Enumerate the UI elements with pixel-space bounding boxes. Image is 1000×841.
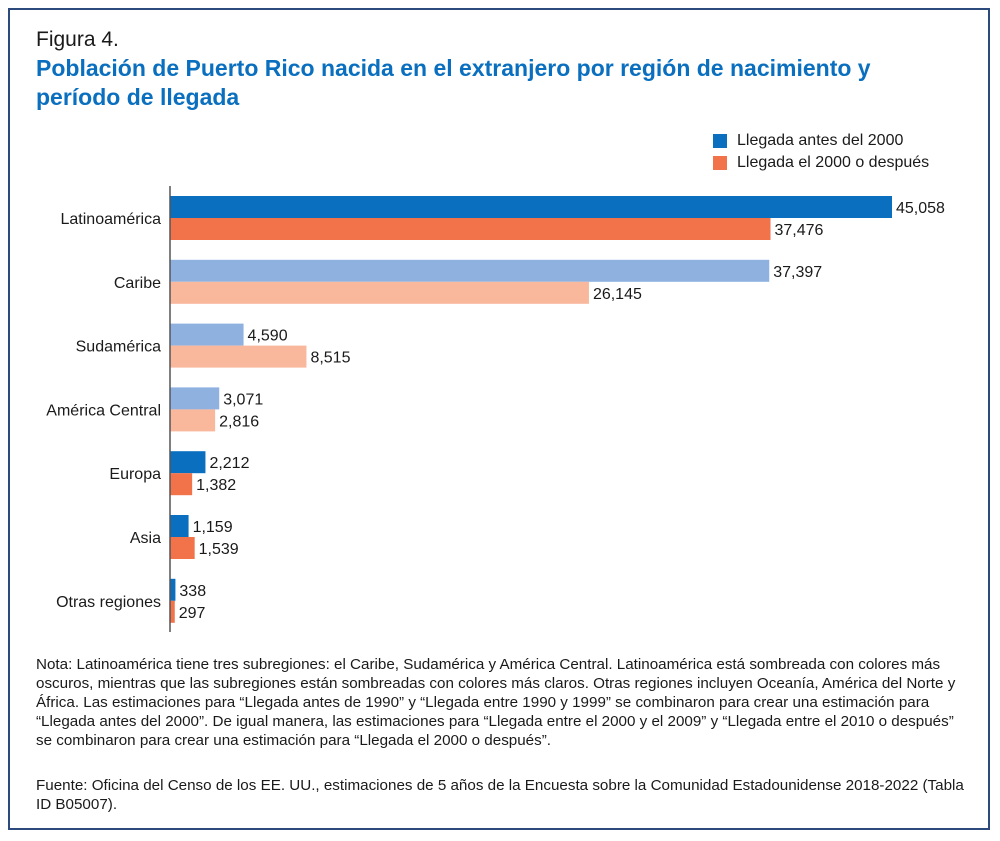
value-label-europa-2000-after: 1,382 xyxy=(196,477,236,494)
bar-caribe-2000-after xyxy=(170,281,589,304)
value-label-asia-before-2000: 1,159 xyxy=(193,519,233,536)
legend-item-before-2000: Llegada antes del 2000 xyxy=(713,130,929,152)
value-label-sudamerica-before-2000: 4,590 xyxy=(248,328,288,345)
legend-label-before-2000: Llegada antes del 2000 xyxy=(737,132,904,149)
bar-america-central-before-2000 xyxy=(170,387,220,410)
bar-otras-regiones-2000-after xyxy=(170,600,175,623)
value-label-latinoamerica-before-2000: 45,058 xyxy=(896,200,945,217)
category-label-europa: Europa xyxy=(109,466,161,483)
bar-europa-before-2000 xyxy=(170,451,206,474)
category-label-caribe: Caribe xyxy=(114,275,161,292)
value-label-caribe-2000-after: 26,145 xyxy=(593,286,642,303)
legend: Llegada antes del 2000 Llegada el 2000 o… xyxy=(713,130,929,174)
category-label-latinoamerica: Latinoamérica xyxy=(61,211,162,228)
value-label-otras-regiones-before-2000: 338 xyxy=(179,583,206,600)
legend-item-2000-after: Llegada el 2000 o después xyxy=(713,152,929,174)
value-label-latinoamerica-2000-after: 37,476 xyxy=(775,222,824,239)
bar-europa-2000-after xyxy=(170,473,193,496)
bar-latinoamerica-before-2000 xyxy=(170,196,892,218)
value-label-asia-2000-after: 1,539 xyxy=(199,541,239,558)
bar-sudamerica-before-2000 xyxy=(170,323,244,346)
value-label-europa-before-2000: 2,212 xyxy=(209,455,249,472)
figure-frame xyxy=(8,8,990,830)
legend-swatch-2000-after xyxy=(713,156,727,170)
category-label-otras-regiones: Otras regiones xyxy=(56,594,161,611)
bar-sudamerica-2000-after xyxy=(170,345,307,368)
chart-note: Nota: Latinoamérica tiene tres subregion… xyxy=(36,656,956,749)
bar-caribe-before-2000 xyxy=(170,259,770,282)
legend-swatch-before-2000 xyxy=(713,134,727,148)
bar-asia-before-2000 xyxy=(170,515,189,537)
chart-source: Fuente: Oficina del Censo de los EE. UU.… xyxy=(36,777,964,813)
category-label-asia: Asia xyxy=(130,530,161,547)
value-label-sudamerica-2000-after: 8,515 xyxy=(310,350,350,367)
bar-america-central-2000-after xyxy=(170,409,216,432)
figure-label: Figura 4. xyxy=(36,28,119,51)
bar-latinoamerica-2000-after xyxy=(170,218,771,240)
legend-label-2000-after: Llegada el 2000 o después xyxy=(737,154,930,171)
chart-title: Población de Puerto Rico nacida en el ex… xyxy=(36,55,871,110)
category-label-america-central: América Central xyxy=(46,402,161,419)
value-label-otras-regiones-2000-after: 297 xyxy=(179,605,206,622)
value-label-caribe-before-2000: 37,397 xyxy=(773,264,822,281)
value-label-america-central-before-2000: 3,071 xyxy=(223,391,263,408)
bar-asia-2000-after xyxy=(170,537,195,559)
category-label-sudamerica: Sudamérica xyxy=(76,339,161,356)
bar-otras-regiones-before-2000 xyxy=(170,578,176,601)
value-label-america-central-2000-after: 2,816 xyxy=(219,413,259,430)
